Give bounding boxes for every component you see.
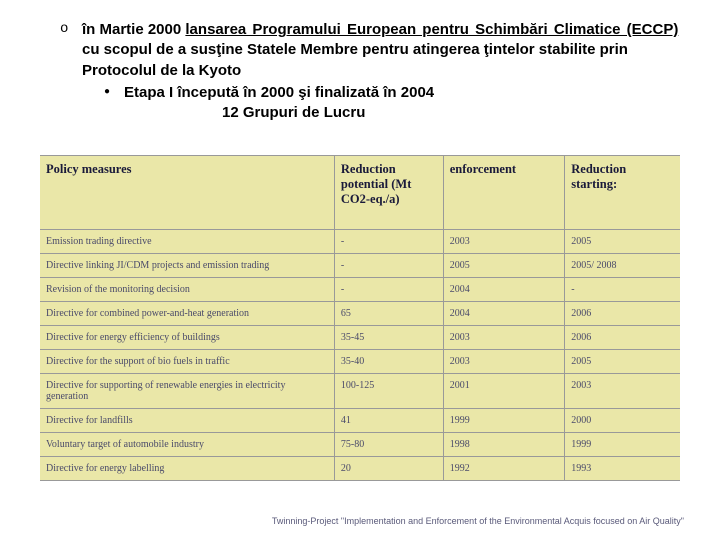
cell: 75-80 [334, 433, 443, 457]
bullet-rest-part: cu scopul de a susţine Statele Membre pe… [82, 41, 628, 78]
cell: 1999 [565, 433, 680, 457]
sub-bullet-stage: Etapa I începută în 2000 şi finalizată î… [82, 83, 690, 103]
cell: Directive for combined power-and-heat ge… [40, 302, 334, 326]
cell: 2004 [443, 302, 565, 326]
cell: Directive for energy efficiency of build… [40, 326, 334, 350]
cell: 2000 [565, 409, 680, 433]
cell: 41 [334, 409, 443, 433]
table-row: Directive for landfills4119992000 [40, 409, 680, 433]
cell: 1993 [565, 457, 680, 481]
table-row: Directive for energy efficiency of build… [40, 326, 680, 350]
cell: 2005 [443, 254, 565, 278]
cell: 65 [334, 302, 443, 326]
cell: - [565, 278, 680, 302]
cell: 2005 [565, 230, 680, 254]
sub-bullet-groups: 12 Grupuri de Lucru [82, 103, 690, 123]
th-reduction: Reduction potential (Mt CO2-eq./a) [334, 156, 443, 230]
cell: 100-125 [334, 374, 443, 409]
cell: Directive for energy labelling [40, 457, 334, 481]
cell: - [334, 254, 443, 278]
cell: 1999 [443, 409, 565, 433]
cell: 2005/ 2008 [565, 254, 680, 278]
table-row: Emission trading directive-20032005 [40, 230, 680, 254]
cell: 35-45 [334, 326, 443, 350]
th-policy: Policy measures [40, 156, 334, 230]
cell: 1992 [443, 457, 565, 481]
table-row: Revision of the monitoring decision-2004… [40, 278, 680, 302]
cell: 2003 [443, 350, 565, 374]
policy-table-wrap: Policy measures Reduction potential (Mt … [40, 155, 680, 481]
table-row: Directive for combined power-and-heat ge… [40, 302, 680, 326]
cell: 2003 [443, 230, 565, 254]
cell: 2003 [565, 374, 680, 409]
cell: 2001 [443, 374, 565, 409]
cell: Voluntary target of automobile industry [40, 433, 334, 457]
table-row: Directive for energy labelling2019921993 [40, 457, 680, 481]
cell: 2006 [565, 302, 680, 326]
cell: Directive for the support of bio fuels i… [40, 350, 334, 374]
cell: Emission trading directive [40, 230, 334, 254]
table-row: Directive for the support of bio fuels i… [40, 350, 680, 374]
cell: 35-40 [334, 350, 443, 374]
th-enforcement: enforcement [443, 156, 565, 230]
cell: 2005 [565, 350, 680, 374]
table-row: Directive for supporting of renewable en… [40, 374, 680, 409]
table-row: Directive linking JI/CDM projects and em… [40, 254, 680, 278]
policy-table: Policy measures Reduction potential (Mt … [40, 156, 680, 481]
bullet-bold-part: în Martie 2000 [82, 21, 185, 38]
th-starting: Reduction starting: [565, 156, 680, 230]
cell: 2004 [443, 278, 565, 302]
cell: Revision of the monitoring decision [40, 278, 334, 302]
table-body: Emission trading directive-20032005 Dire… [40, 230, 680, 481]
bullet-underline-part: lansarea Programului European pentru Sch… [185, 21, 678, 38]
cell: 1998 [443, 433, 565, 457]
cell: Directive for supporting of renewable en… [40, 374, 334, 409]
table-row: Voluntary target of automobile industry7… [40, 433, 680, 457]
cell: - [334, 230, 443, 254]
top-bullet-list: în Martie 2000 lansarea Programului Euro… [30, 20, 690, 123]
cell: Directive for landfills [40, 409, 334, 433]
bullet-main: în Martie 2000 lansarea Programului Euro… [60, 20, 690, 123]
cell: Directive linking JI/CDM projects and em… [40, 254, 334, 278]
table-header-row: Policy measures Reduction potential (Mt … [40, 156, 680, 230]
cell: 20 [334, 457, 443, 481]
cell: - [334, 278, 443, 302]
cell: 2006 [565, 326, 680, 350]
cell: 2003 [443, 326, 565, 350]
footer-text: Twinning-Project "Implementation and Enf… [272, 516, 684, 526]
